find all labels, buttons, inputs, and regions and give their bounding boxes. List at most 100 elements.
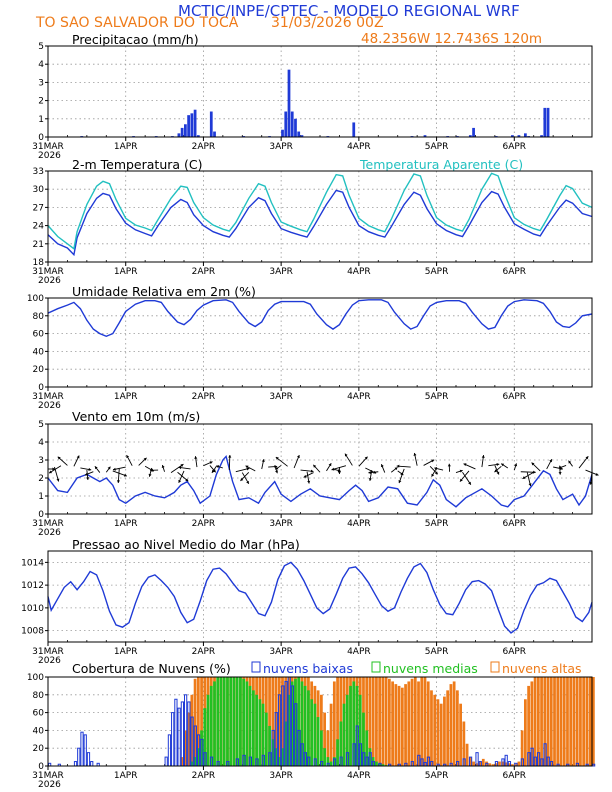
cloud-high-bar [381,677,385,766]
cloud-high-bar [193,678,197,766]
wind-arrow-head [56,478,60,482]
wind-arrow-head [76,455,80,459]
cloud-high-bar [556,677,560,766]
temp-xtick-label: 6APR [502,267,526,277]
temp-xtick-label: 2APR [192,267,216,277]
rh-ytick-label: 40 [33,347,45,357]
wind-ytick-label: 5 [38,420,44,430]
legend-low-label: nuvens baixas [263,661,353,676]
precip-xtick-label: 4APR [347,142,371,152]
cloud-high-bar [400,687,404,766]
cloud-xtick-label: 5APR [425,771,449,781]
wind-arrow-head [431,459,435,463]
cloud-mid-bar [268,725,271,766]
wind-arrow-head [185,478,189,482]
cloud-mid-bar [248,685,252,766]
rh-frame [47,297,593,388]
wind-arrow-head [328,463,332,467]
cloud-high-bar [452,681,456,766]
wind-arrow-head [585,456,589,460]
cloud-high-bar [430,690,433,766]
legend-mid-label: nuvens medias [383,661,478,676]
header-run-time: 31/03/2026 00Z [271,15,384,31]
pres-xtick-label: 6APR [502,647,526,657]
cloud-mid-bar [345,694,349,766]
cloud-high-bar [394,684,398,766]
wind-title: Vento em 10m (m/s) [72,409,200,424]
pres-xtick-label: 31MAR [32,647,64,657]
wind-arrow-head [126,455,130,459]
wind-arrow-head [531,462,535,466]
wind-arrow-head [84,472,88,476]
wind-arrow-head [211,469,215,473]
cloud-high-bar [446,690,450,766]
precip-bar [187,115,190,137]
cloud-mid-bar [193,757,197,766]
wind-series-line-1 [47,454,593,508]
wind-arrow-head [245,465,249,469]
wind-arrow-head [558,472,562,475]
wind-arrow-head [216,465,220,469]
cloud-mid-bar [242,678,246,766]
cloud-high-bar [368,677,372,766]
cloud-high-bar [397,685,401,766]
precip-xtick-label: 2APR [192,142,216,152]
precip-ytick-label: 4 [38,60,44,70]
pres-ytick-label: 1012 [21,581,44,591]
wind-arrow-head [459,478,463,482]
cloud-high-bar [462,721,466,766]
legend-low-swatch [251,661,261,673]
cloud-high-bar [566,677,569,766]
wind-arrow-head [549,459,552,463]
wind-arrow-head [180,464,184,467]
cloud-high-bar [371,677,375,766]
precip-xtick-label: 5APR [425,142,449,152]
temp-ytick-label: 27 [33,203,44,213]
precip-year-label: 2026 [38,151,61,161]
rh-ytick-label: 20 [33,365,45,375]
wind-xtick-label: 6APR [502,519,526,529]
wind-arrow-head [431,473,435,477]
precip-frame [47,45,593,138]
cloud-xtick-label: 3APR [269,771,293,781]
cloud-high-bar [184,730,187,766]
cloud-mid-bar [245,681,249,766]
cloud-high-bar [585,677,589,766]
wind-arrow-head [434,471,438,475]
precip-bar [511,135,514,137]
cloud-high-bar [187,712,190,766]
cloud-high-bar [572,677,576,766]
cloud-mid-bar [320,730,323,766]
precip-bar [546,107,550,137]
cloud-mid-bar [378,763,382,766]
pres-xtick-label: 2APR [192,647,216,657]
precip-bar [352,122,356,137]
pres-frame [47,550,593,643]
wind-arrow-head [178,479,182,483]
humidity-title: Umidade Relativa em 2m (%) [72,284,256,299]
wind-arrow-head [112,467,116,471]
panel-humidity: Umidade Relativa em 2m (%) 0 20 40 60 80 100 3… [27,284,593,411]
cloud-mid-bar [190,761,194,766]
legend-high-swatch [490,661,500,673]
wind-arrow-head [240,477,244,481]
panel-pressure: Pressao ao Nivel Medio do Mar (hPa) 1008… [21,537,593,666]
cloud-high-bar [274,677,278,766]
precip-xtick-label: 1APR [114,142,138,152]
cloud-high-bar [472,761,475,766]
cloud-high-bar [323,712,326,766]
wind-arrow-head [496,462,500,467]
precip-ytick-label: 3 [38,78,44,88]
wind-arrow-head [246,480,249,484]
wind-arrow-head [150,468,153,472]
wind-arrow-head [57,456,61,460]
cloud-mid-bar [261,703,265,766]
cloud-mid-bar [375,761,378,766]
cloud-high-bar [468,757,472,766]
cloud-mid-bar [277,757,281,766]
cloud-mid-bar [294,678,297,766]
cloud-high-bar [180,757,184,766]
wind-arrow-head [434,467,438,471]
cloud-mid-bar [252,690,255,766]
header-location: TO SAO SALVADOR DO TOCA [35,15,239,31]
